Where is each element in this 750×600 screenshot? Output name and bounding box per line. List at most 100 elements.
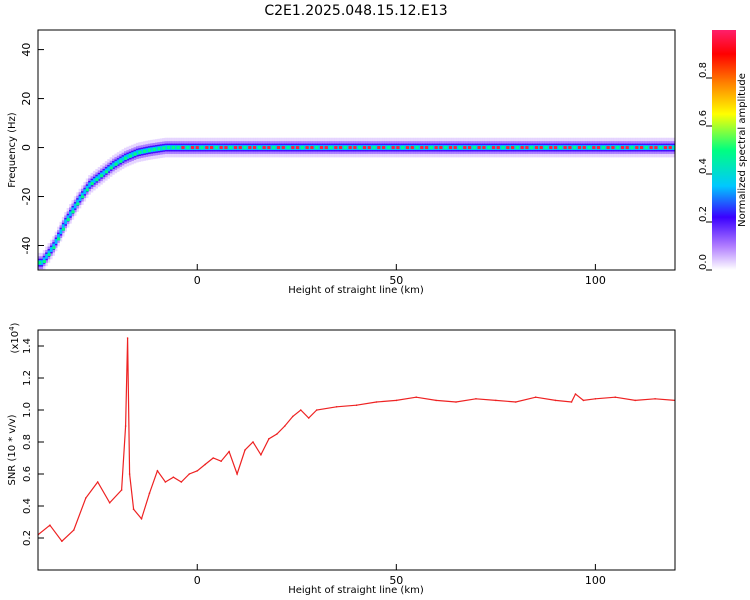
heatmap-peak — [549, 146, 553, 150]
snr-ytick-label: 1.0 — [22, 402, 33, 418]
heatmap-peak — [587, 146, 591, 150]
heatmap-peak — [367, 146, 371, 150]
heatmap-peak — [639, 146, 644, 150]
heatmap-peak — [80, 195, 85, 199]
heatmap-xtick-label: 50 — [389, 274, 403, 287]
heatmap-cell — [260, 145, 263, 150]
heatmap-cell — [336, 145, 340, 150]
heatmap-cell — [307, 145, 311, 150]
heatmap-peak — [611, 146, 615, 150]
heatmap-peak — [448, 146, 453, 150]
snr-point — [299, 409, 302, 411]
heatmap-cell — [198, 145, 201, 150]
snr-point — [335, 406, 338, 408]
heatmap-cell — [623, 145, 626, 150]
heatmap-cell — [66, 215, 70, 221]
heatmap-peak — [281, 146, 285, 150]
snr-scale-prefix: (x10 — [10, 331, 21, 354]
heatmap-cell — [241, 145, 244, 150]
snr-point — [307, 417, 310, 419]
snr-point — [355, 404, 358, 407]
heatmap-peak — [520, 146, 524, 150]
heatmap-cell — [52, 243, 56, 249]
heatmap-cell — [546, 145, 550, 150]
heatmap-cell — [393, 145, 397, 150]
heatmap-peak — [663, 146, 668, 150]
heatmap-cell — [436, 145, 440, 150]
heatmap-peak — [482, 146, 486, 150]
snr-point — [228, 450, 230, 453]
heatmap-cell — [608, 145, 612, 150]
heatmap-peak — [66, 218, 70, 222]
heatmap-peak — [319, 146, 324, 150]
heatmap-peak — [310, 146, 314, 150]
heatmap-cell — [446, 145, 450, 150]
heatmap-peak — [276, 146, 281, 150]
heatmap-ytick-label: 20 — [20, 92, 33, 106]
heatmap-cell — [556, 145, 560, 150]
heatmap-cell — [45, 253, 48, 259]
heatmap-peak — [42, 260, 46, 264]
heatmap-cell — [460, 145, 464, 150]
heatmap-peak — [410, 146, 414, 150]
heatmap-cell — [126, 154, 130, 159]
snr-point — [244, 449, 246, 451]
heatmap-cell — [317, 145, 321, 150]
heatmap-ylabel: Frequency (Hz) — [7, 112, 18, 188]
heatmap-peak — [114, 162, 118, 166]
heatmap-cell — [370, 145, 373, 150]
heatmap-peak — [338, 146, 343, 150]
colorbar: 0.0 0.2 0.4 0.6 0.8 Normalized spectral ampl… — [698, 30, 748, 271]
heatmap-peak — [152, 148, 156, 152]
heatmap-peak — [300, 146, 304, 150]
snr-ytick-label: 0.4 — [22, 498, 33, 514]
snr-point — [73, 529, 75, 531]
heatmap-cell — [642, 145, 646, 150]
snr-point — [220, 460, 222, 463]
heatmap-peak — [558, 146, 562, 150]
heatmap-cell — [85, 185, 89, 191]
snr-point — [196, 470, 199, 472]
heatmap-cell — [475, 145, 478, 150]
heatmap-cell — [666, 145, 669, 150]
heatmap-cell — [327, 145, 330, 150]
heatmap-cell — [365, 145, 368, 150]
colorbar-label: Normalized spectral amplitude — [737, 73, 748, 227]
heatmap-cell — [188, 145, 192, 150]
snr-point — [435, 399, 437, 402]
heatmap-peak — [171, 146, 175, 150]
heatmap-cell — [76, 199, 79, 205]
snr-point — [96, 481, 99, 483]
heatmap-cell — [656, 145, 660, 150]
heatmap-peak — [668, 146, 672, 150]
heatmap-cell — [293, 145, 297, 150]
snr-point — [570, 401, 573, 403]
heatmap-peak — [133, 152, 137, 156]
heatmap-cell — [57, 234, 60, 239]
heatmap-peak — [52, 246, 56, 250]
heatmap-peak — [353, 146, 357, 150]
heatmap-peak — [501, 146, 505, 150]
heatmap-cell — [599, 145, 603, 150]
snr-point — [140, 518, 143, 520]
heatmap-peak — [343, 146, 347, 150]
snr-point — [514, 401, 517, 403]
heatmap-peak — [472, 146, 476, 150]
heatmap-cell — [112, 162, 115, 168]
snr-point — [375, 401, 378, 403]
heatmap-cell — [570, 145, 574, 150]
heatmap-cell — [135, 150, 139, 156]
heatmap-cell — [389, 145, 392, 150]
heatmap-cell — [360, 145, 364, 150]
heatmap-cell — [331, 145, 335, 150]
heatmap-cell — [47, 250, 51, 256]
snr-xtick-label: 0 — [194, 574, 201, 587]
heatmap-cell — [183, 145, 187, 150]
heatmap-cell — [164, 145, 168, 150]
heatmap-cell — [236, 145, 239, 150]
heatmap-cell — [427, 145, 431, 150]
heatmap-cell — [589, 145, 593, 150]
heatmap-peak — [186, 146, 190, 150]
heatmap-peak — [381, 146, 386, 150]
heatmap-peak — [372, 146, 376, 150]
